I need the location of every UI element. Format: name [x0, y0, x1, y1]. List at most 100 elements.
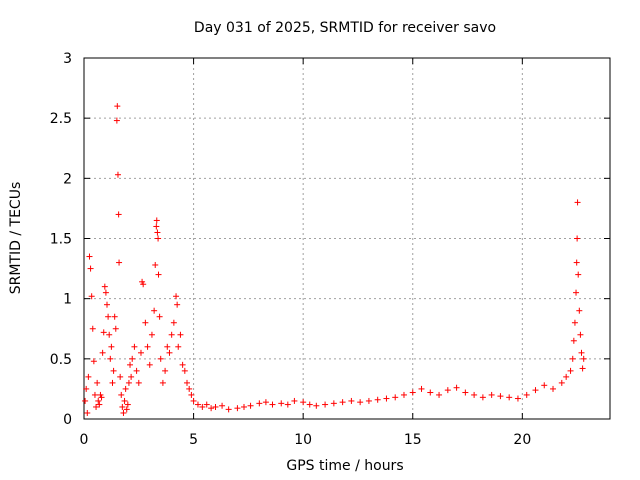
data-point	[174, 301, 181, 308]
y-axis-label: SRMTID / TECUs	[8, 182, 24, 295]
data-point	[85, 373, 92, 380]
data-point	[146, 361, 153, 368]
data-point	[580, 355, 587, 362]
data-point	[83, 385, 90, 392]
data-point	[114, 103, 121, 110]
data-point	[89, 325, 96, 332]
plot-area-border	[83, 57, 611, 420]
x-tick-label: 10	[294, 432, 312, 448]
y-tick-label: 2.5	[50, 111, 72, 127]
data-point	[208, 405, 215, 412]
data-point	[120, 409, 127, 416]
data-point	[339, 399, 346, 406]
y-tick-label: 2	[63, 171, 72, 187]
data-point	[86, 253, 93, 260]
data-point	[82, 397, 89, 404]
data-point	[127, 361, 134, 368]
data-point	[117, 373, 124, 380]
data-point	[148, 331, 155, 338]
data-point	[575, 271, 582, 278]
y-tick-label: 1	[63, 292, 72, 308]
data-point	[142, 319, 149, 326]
data-point	[576, 307, 583, 314]
data-point	[109, 379, 116, 386]
data-point	[131, 343, 138, 350]
data-point	[121, 397, 128, 404]
data-point	[436, 391, 443, 398]
data-point	[108, 343, 115, 350]
data-point	[157, 355, 164, 362]
data-point	[348, 397, 355, 404]
data-point	[497, 393, 504, 400]
data-point	[225, 406, 232, 413]
data-point	[579, 365, 586, 372]
data-point	[444, 387, 451, 394]
data-point	[330, 400, 337, 407]
data-point	[140, 281, 147, 288]
x-tick-label: 5	[189, 432, 198, 448]
data-point	[541, 382, 548, 389]
data-point	[203, 401, 210, 408]
data-point	[153, 223, 160, 230]
data-point	[113, 117, 120, 124]
data-point	[392, 394, 399, 401]
data-point	[357, 399, 364, 406]
data-point	[247, 402, 254, 409]
data-point	[234, 405, 241, 412]
grid-lines	[84, 58, 610, 419]
x-tick-labels: 0 5 10 15 20	[80, 432, 532, 448]
data-point	[124, 401, 131, 408]
data-point	[184, 379, 191, 386]
data-point	[322, 401, 329, 408]
data-point	[269, 401, 276, 408]
data-point	[115, 211, 122, 218]
data-point	[129, 355, 136, 362]
data-point	[119, 403, 126, 410]
data-point	[278, 400, 285, 407]
data-point	[88, 293, 95, 300]
data-point	[112, 325, 119, 332]
y-tick-label: 3	[63, 51, 72, 67]
data-point	[571, 319, 578, 326]
data-point	[118, 391, 125, 398]
data-point	[177, 331, 184, 338]
data-point	[199, 403, 206, 410]
x-tick-label: 20	[513, 432, 531, 448]
data-point	[133, 367, 140, 374]
data-point	[418, 385, 425, 392]
x-axis-label: GPS time / hours	[286, 458, 403, 474]
data-point	[291, 397, 298, 404]
data-point	[155, 271, 162, 278]
data-point	[400, 391, 407, 398]
data-point	[168, 331, 175, 338]
data-point	[125, 379, 132, 386]
data-point	[151, 307, 158, 314]
data-point	[84, 409, 91, 416]
data-point	[107, 355, 114, 362]
data-point	[95, 397, 102, 404]
data-point	[105, 313, 112, 320]
data-point	[570, 337, 577, 344]
data-point	[479, 394, 486, 401]
data-point	[111, 313, 118, 320]
data-point	[96, 401, 103, 408]
data-point	[98, 394, 105, 401]
data-point	[102, 289, 109, 296]
data-point	[284, 401, 291, 408]
data-point	[306, 401, 313, 408]
data-point	[190, 397, 197, 404]
x-tick-label: 0	[80, 432, 89, 448]
data-point	[574, 199, 581, 206]
data-point	[256, 400, 263, 407]
data-point	[569, 355, 576, 362]
data-point	[116, 259, 123, 266]
data-point	[240, 403, 247, 410]
data-point	[175, 343, 182, 350]
data-point	[90, 358, 97, 365]
data-point	[99, 349, 106, 356]
data-point	[563, 373, 570, 380]
data-point	[558, 379, 565, 386]
data-point	[179, 361, 186, 368]
data-point	[188, 391, 195, 398]
